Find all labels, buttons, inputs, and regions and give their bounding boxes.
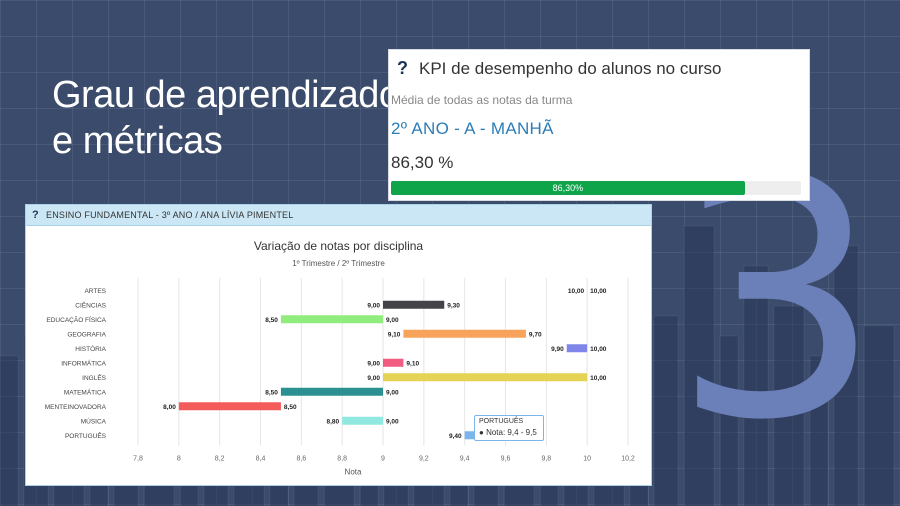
data-label-high: 9,00 [386,418,399,425]
x-tick-label: 8 [177,456,181,463]
data-label-low: 9,00 [367,302,380,309]
range-bar-chart[interactable]: 7,8 8 8,2 8,4 8,6 8,8 9 9,2 9,4 9,6 9,8 10 10,2 Nota A… [26,225,651,485]
kpi-header: ? KPI de desempenho do alunos no curso [389,50,809,79]
chart-tooltip: PORTUGUÊS ● Nota: 9,4 - 9,5 [474,415,544,441]
data-label-high: 10,00 [590,346,607,353]
range-bar[interactable] [383,373,588,382]
kpi-value: 86,30 % [391,153,454,172]
data-label-low: 8,80 [327,418,340,425]
headline-line-2: e métricas [52,120,223,162]
range-bar[interactable] [383,358,404,367]
range-bar[interactable] [280,315,383,324]
data-label-low: 8,50 [265,317,278,324]
data-label-high: 9,10 [406,360,419,367]
tooltip-dot-icon: ● [479,428,484,437]
background-bar [653,315,679,506]
category-label: HISTÓRIA [75,344,106,353]
background-bar [743,265,769,506]
x-tick-label: 7,8 [133,456,143,463]
range-bar[interactable] [383,300,445,309]
background-bar [809,355,829,506]
category-label: GEOGRAFIA [67,331,106,338]
background-bar [719,335,739,506]
data-label-low: 8,50 [265,389,278,396]
data-label-low: 9,10 [388,331,401,338]
data-label-low: 9,40 [449,433,462,440]
range-bar[interactable] [403,329,526,338]
data-label-high: 10,00 [590,375,607,382]
kpi-card: ? KPI de desempenho do alunos no curso M… [388,49,810,201]
kpi-title: KPI de desempenho do alunos no curso [419,58,722,78]
help-icon[interactable]: ? [32,209,39,221]
x-tick-label: 8,4 [256,456,266,463]
data-label-high: 9,00 [386,389,399,396]
chart-panel: ? ENSINO FUNDAMENTAL - 3º ANO / ANA LÍVI… [25,204,652,486]
kpi-group: 2º ANO - A - MANHÃ [391,119,554,138]
category-label: MENTEINOVADORA [45,404,107,411]
tooltip-value: Nota: 9,4 - 9,5 [486,428,537,437]
data-label-low: 10,00 [568,288,585,295]
data-label-high: 9,00 [386,317,399,324]
x-tick-label: 8,6 [296,456,306,463]
x-tick-label: 9,4 [460,456,470,463]
range-bar[interactable] [566,344,588,353]
category-label: EDUCAÇÃO FÍSICA [46,315,106,324]
data-label-low: 9,00 [367,360,380,367]
category-label: CIÊNCIAS [75,300,106,309]
data-label-high: 9,70 [529,331,542,338]
x-tick-label: 9,6 [501,456,511,463]
progress-fill: 86,30% [391,181,745,195]
category-label: PORTUGUÊS [65,431,107,440]
category-label: MÚSICA [81,416,107,425]
headline: Grau de aprendizado e métricas [52,72,400,164]
data-label-low: 9,00 [367,375,380,382]
chart-title: Variação de notas por disciplina [253,239,424,253]
data-label-high: 8,50 [284,404,297,411]
x-axis-label: Nota [345,468,362,477]
progress-bar: 86,30% [391,181,801,195]
tooltip-title: PORTUGUÊS [479,418,524,425]
x-tick-label: 10 [583,456,591,463]
range-bar[interactable] [178,402,281,411]
x-tick-label: 8,2 [215,456,225,463]
background-bar [773,305,805,506]
x-tick-label: 9 [381,456,385,463]
range-bar[interactable] [342,416,383,425]
panel-header-title: ENSINO FUNDAMENTAL - 3º ANO / ANA LÍVIA … [46,210,294,220]
x-tick-label: 10,2 [621,456,635,463]
kpi-subtitle: Média de todas as notas da turma [391,93,573,107]
category-label: INGLÊS [82,373,107,382]
chart-subtitle: 1º Trimestre / 2º Trimestre [292,259,385,268]
x-tick-label: 9,2 [419,456,429,463]
data-label-low: 8,00 [163,404,176,411]
category-label: ARTES [84,288,106,295]
data-label-high: 9,30 [447,302,460,309]
range-bar[interactable] [280,387,383,396]
progress-label: 86,30% [552,183,584,193]
background-bar [863,325,895,506]
panel-header: ? ENSINO FUNDAMENTAL - 3º ANO / ANA LÍVI… [26,205,651,226]
help-icon[interactable]: ? [397,58,408,78]
category-label: MATEMÁTICA [64,387,107,396]
x-tick-label: 9,8 [541,456,551,463]
headline-line-1: Grau de aprendizado [52,74,400,116]
category-label: INFORMÁTICA [61,358,106,367]
x-tick-label: 8,8 [337,456,347,463]
background-bar [0,355,19,506]
background-bar [683,225,715,506]
data-label-high: 10,00 [590,288,607,295]
data-label-low: 9,90 [551,346,564,353]
background-bar [833,245,859,506]
